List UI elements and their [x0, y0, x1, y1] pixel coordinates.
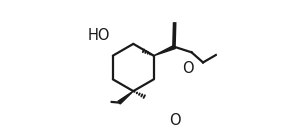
Text: HO: HO	[88, 28, 111, 43]
Text: O: O	[169, 113, 180, 128]
Polygon shape	[154, 45, 176, 56]
Text: O: O	[182, 61, 193, 76]
Polygon shape	[118, 91, 133, 104]
